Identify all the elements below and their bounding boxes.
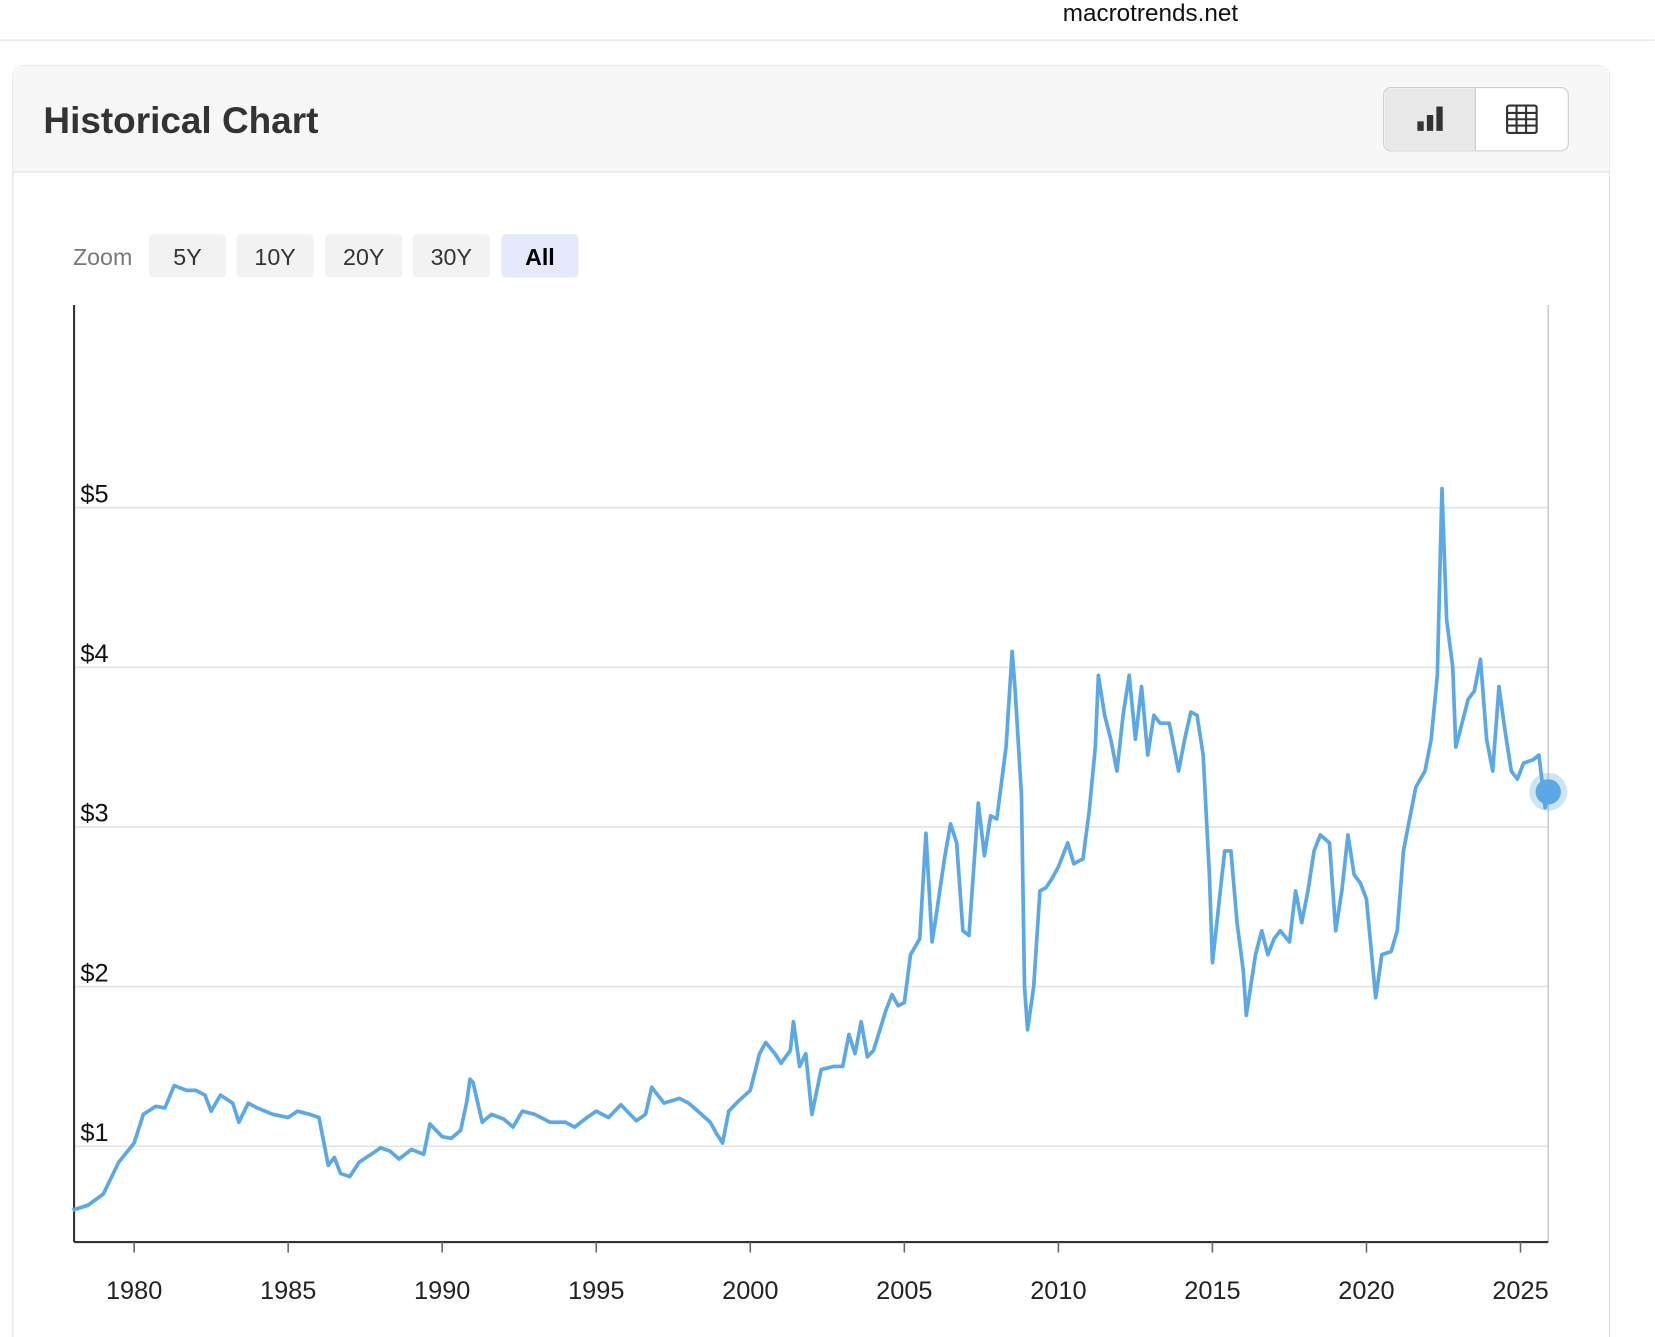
zoom-button-bg <box>501 234 579 278</box>
x-tick-label: 1980 <box>106 1277 162 1305</box>
card-header <box>12 65 1610 173</box>
zoom-button[interactable]: 5Y <box>148 234 227 278</box>
zoom-button-bg <box>236 234 314 278</box>
zoom-button[interactable]: 30Y <box>412 234 490 278</box>
y-tick-label: $3 <box>80 800 108 828</box>
y-tick-label: $5 <box>80 480 108 508</box>
zoom-button-label: All <box>525 244 555 270</box>
zoom-button-label: 20Y <box>343 244 384 270</box>
zoom-button-bg <box>412 234 490 278</box>
zoom-label: Zoom <box>73 244 132 270</box>
last-point <box>1535 779 1561 805</box>
zoom-button-label: 5Y <box>173 244 201 270</box>
x-tick-label: 2000 <box>722 1277 778 1305</box>
x-tick-label: 2020 <box>1338 1277 1394 1305</box>
zoom-button[interactable]: 20Y <box>325 234 403 278</box>
x-tick-label: 2015 <box>1184 1277 1240 1305</box>
view-toggle <box>1383 87 1569 152</box>
zoom-button[interactable]: 10Y <box>236 234 314 278</box>
chart-icon <box>1426 115 1434 131</box>
chart-icon <box>1436 106 1443 131</box>
y-tick-label: $2 <box>80 959 108 987</box>
x-tick-label: 2005 <box>876 1277 932 1305</box>
zoom-button[interactable]: All <box>501 234 579 278</box>
price-line <box>71 486 1551 1212</box>
zoom-button-bg <box>148 234 227 278</box>
y-tick-label: $4 <box>80 640 108 668</box>
x-tick-label: 2025 <box>1492 1277 1548 1305</box>
card-title: Historical Chart <box>43 100 318 141</box>
zoom-button-label: 10Y <box>254 244 295 270</box>
site-name: macrotrends.net <box>1063 0 1239 27</box>
chart-icon <box>1417 121 1424 131</box>
zoom-button-label: 30Y <box>431 244 472 270</box>
y-tick-label: $1 <box>80 1119 108 1147</box>
chart: $1 $2 $3 $4 $5 1980 1985 1990 1995 2000 2005 2010 20… <box>71 304 1568 1305</box>
x-tick-label: 1985 <box>260 1277 316 1305</box>
zoom-button-bg <box>325 234 403 278</box>
zoom-buttons: 5Y 10Y 20Y 30Y All <box>148 234 579 278</box>
x-tick-label: 1995 <box>568 1277 624 1305</box>
table-icon <box>1506 104 1538 135</box>
x-tick-label: 2010 <box>1030 1277 1086 1305</box>
x-tick-label: 1990 <box>414 1277 470 1305</box>
